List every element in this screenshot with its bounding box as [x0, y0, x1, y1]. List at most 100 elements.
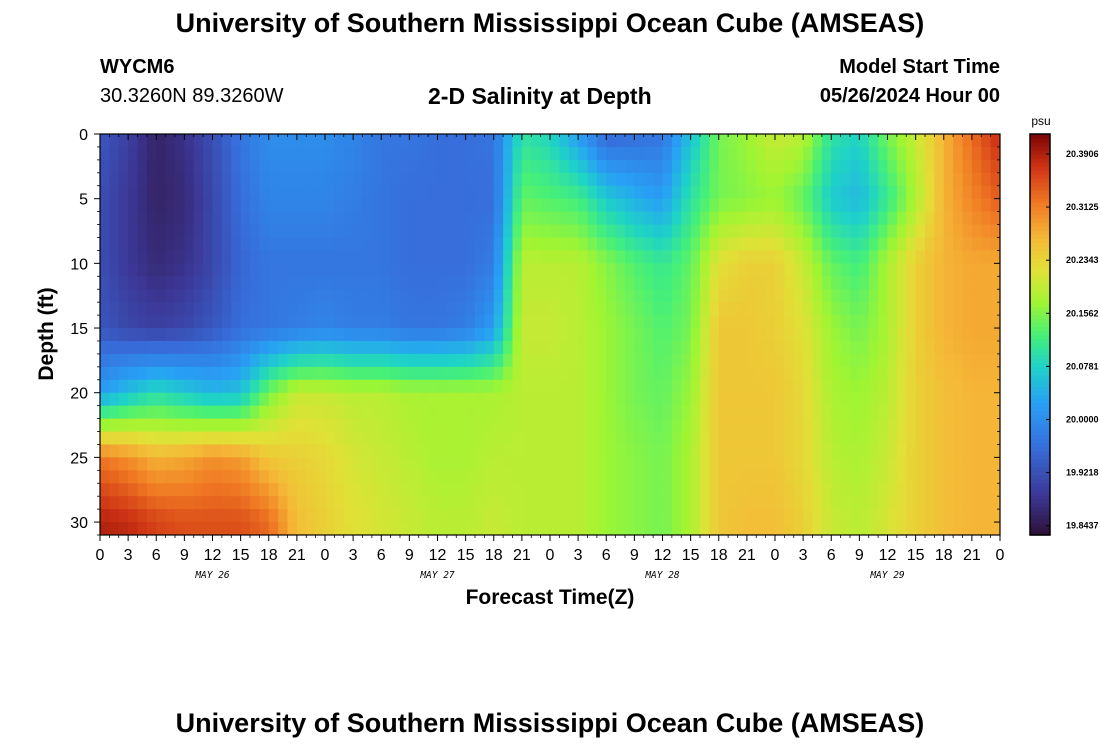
heatmap-cell — [990, 431, 1000, 446]
heatmap-cell — [146, 276, 157, 290]
heatmap-cell — [671, 366, 682, 381]
heatmap-cell — [203, 509, 214, 523]
heatmap-cell — [362, 185, 373, 200]
heatmap-cell — [418, 340, 429, 355]
heatmap-cell — [915, 159, 926, 174]
heatmap-cell — [250, 146, 260, 161]
heatmap-cell — [943, 340, 954, 355]
heatmap-cell — [606, 483, 617, 497]
heatmap-cell — [465, 353, 476, 368]
heatmap-cell — [662, 211, 673, 226]
heatmap-cell — [953, 340, 964, 355]
heatmap-cell — [831, 289, 842, 303]
heatmap-cell — [231, 457, 242, 471]
heatmap-cell — [634, 134, 645, 148]
heatmap-cell — [221, 418, 232, 433]
heatmap-cell — [971, 392, 982, 407]
heatmap-cell — [493, 302, 504, 316]
colorbar-segment — [1030, 530, 1050, 536]
heatmap-cell — [990, 146, 1000, 161]
heatmap-cell — [756, 418, 767, 433]
heatmap-cell — [887, 250, 898, 264]
heatmap-cell — [578, 483, 589, 497]
heatmap-cell — [175, 444, 185, 458]
heatmap-cell — [681, 496, 692, 510]
heatmap-cell — [746, 457, 757, 471]
heatmap-cell — [137, 237, 148, 252]
heatmap-cell — [531, 522, 542, 535]
heatmap-cell — [493, 146, 504, 161]
heatmap-cell — [887, 263, 898, 277]
heatmap-cell — [671, 289, 682, 303]
heatmap-cell — [718, 457, 729, 471]
heatmap-cell — [540, 211, 551, 226]
heatmap-cell — [718, 431, 729, 446]
heatmap-cell — [250, 366, 260, 381]
heatmap-cell — [765, 211, 776, 226]
heatmap-cell — [221, 134, 232, 148]
heatmap-cell — [681, 353, 692, 368]
heatmap-cell — [371, 185, 382, 200]
heatmap-cell — [100, 185, 110, 200]
heatmap-cell — [512, 250, 523, 264]
heatmap-cell — [793, 431, 804, 446]
heatmap-cell — [653, 509, 664, 523]
heatmap-cell — [203, 366, 214, 381]
colorbar-segment — [1030, 514, 1050, 520]
heatmap-cell — [250, 198, 260, 213]
heatmap-cell — [634, 198, 645, 213]
x-tick-label: 12 — [204, 547, 222, 564]
heatmap-cell — [137, 159, 148, 174]
heatmap-cell — [709, 263, 720, 277]
heatmap-cell — [906, 509, 917, 523]
heatmap-cell — [625, 198, 635, 213]
heatmap-cell — [737, 198, 748, 213]
heatmap-cell — [568, 146, 579, 161]
heatmap-cell — [643, 522, 654, 535]
colorbar-segment — [1030, 334, 1050, 340]
heatmap-cell — [465, 444, 476, 458]
heatmap-cell — [493, 405, 504, 420]
heatmap-cell — [165, 418, 176, 433]
heatmap-cell — [437, 457, 448, 471]
heatmap-cell — [250, 172, 260, 187]
heatmap-cell — [175, 250, 185, 264]
heatmap-cell — [681, 146, 692, 161]
heatmap-cell — [278, 211, 289, 226]
heatmap-cell — [428, 289, 439, 303]
heatmap-cell — [868, 237, 879, 252]
heatmap-cell — [934, 289, 945, 303]
heatmap-cell — [409, 211, 420, 226]
heatmap-cell — [362, 353, 373, 368]
heatmap-cell — [690, 392, 701, 407]
heatmap-cell — [812, 470, 823, 484]
heatmap-cell — [493, 224, 504, 239]
heatmap-cell — [765, 224, 776, 239]
heatmap-cell — [690, 522, 701, 535]
heatmap-cell — [278, 198, 289, 213]
heatmap-cell — [803, 392, 814, 407]
heatmap-cell — [259, 328, 270, 342]
heatmap-cell — [737, 496, 748, 510]
heatmap-cell — [831, 353, 842, 368]
heatmap-cell — [775, 263, 785, 277]
heatmap-cell — [681, 159, 692, 174]
heatmap-cell — [653, 237, 664, 252]
heatmap-cell — [465, 211, 476, 226]
heatmap-cell — [456, 250, 467, 264]
heatmap-cell — [137, 379, 148, 394]
heatmap-cell — [456, 315, 467, 329]
heatmap-cell — [859, 289, 870, 303]
heatmap-cell — [868, 496, 879, 510]
heatmap-cell — [362, 328, 373, 342]
heatmap-cell — [784, 328, 795, 342]
heatmap-cell — [287, 289, 298, 303]
heatmap-cell — [212, 172, 223, 187]
heatmap-cell — [259, 353, 270, 368]
heatmap-cell — [653, 159, 664, 174]
heatmap-cell — [915, 211, 926, 226]
heatmap-cell — [278, 146, 289, 161]
heatmap-cell — [578, 146, 589, 161]
heatmap-cell — [540, 457, 551, 471]
heatmap-cell — [381, 315, 392, 329]
